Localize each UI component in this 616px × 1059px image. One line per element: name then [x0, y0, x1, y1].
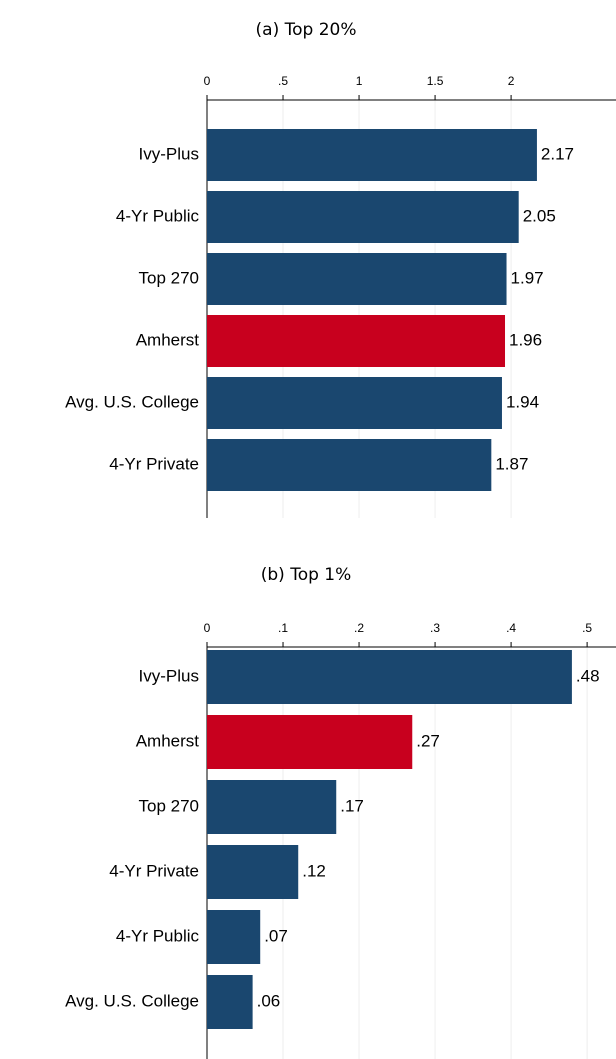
- chart-title: (b) Top 1%: [261, 565, 352, 585]
- x-tick-label: .2: [354, 621, 364, 635]
- bar: [207, 129, 537, 181]
- category-label: Avg. U.S. College: [65, 991, 199, 1010]
- bar: [207, 845, 299, 899]
- category-label: Ivy-Plus: [139, 666, 199, 685]
- bar: [207, 191, 519, 243]
- category-label: 4-Yr Public: [116, 206, 200, 225]
- x-tick-label: 0: [204, 74, 211, 88]
- category-label: 4-Yr Public: [116, 926, 200, 945]
- x-tick-label: .5: [278, 74, 288, 88]
- x-tick-label: 0: [204, 621, 211, 635]
- bar: [207, 377, 502, 429]
- value-label: .27: [416, 731, 440, 750]
- bar: [207, 439, 492, 491]
- category-label: Top 270: [139, 268, 200, 287]
- chart-title: (a) Top 20%: [256, 20, 357, 40]
- value-label: 1.87: [495, 454, 528, 473]
- bar: [207, 715, 413, 769]
- value-label: 1.96: [509, 330, 542, 349]
- x-tick-label: 1: [356, 74, 363, 88]
- x-tick-label: 1.5: [427, 74, 444, 88]
- bar: [207, 315, 506, 367]
- x-tick-label: .3: [430, 621, 440, 635]
- value-label: .06: [257, 991, 281, 1010]
- value-label: 1.94: [506, 392, 539, 411]
- value-label: 1.97: [511, 268, 544, 287]
- x-tick-label: 2: [508, 74, 515, 88]
- value-label: 2.05: [523, 206, 556, 225]
- value-label: .17: [340, 796, 364, 815]
- bar: [207, 780, 337, 834]
- category-label: Amherst: [136, 731, 200, 750]
- value-label: 2.17: [541, 144, 574, 163]
- x-tick-label: .1: [278, 621, 288, 635]
- x-tick-label: .4: [506, 621, 516, 635]
- bar: [207, 910, 261, 964]
- value-label: .07: [264, 926, 288, 945]
- category-label: Avg. U.S. College: [65, 392, 199, 411]
- x-tick-label: .5: [582, 621, 592, 635]
- category-label: Amherst: [136, 330, 200, 349]
- value-label: .12: [302, 861, 326, 880]
- category-label: 4-Yr Private: [109, 861, 199, 880]
- bar: [207, 975, 253, 1029]
- value-label: .48: [576, 666, 600, 685]
- category-label: Ivy-Plus: [139, 144, 199, 163]
- category-label: 4-Yr Private: [109, 454, 199, 473]
- bar: [207, 650, 572, 704]
- category-label: Top 270: [139, 796, 200, 815]
- bar: [207, 253, 507, 305]
